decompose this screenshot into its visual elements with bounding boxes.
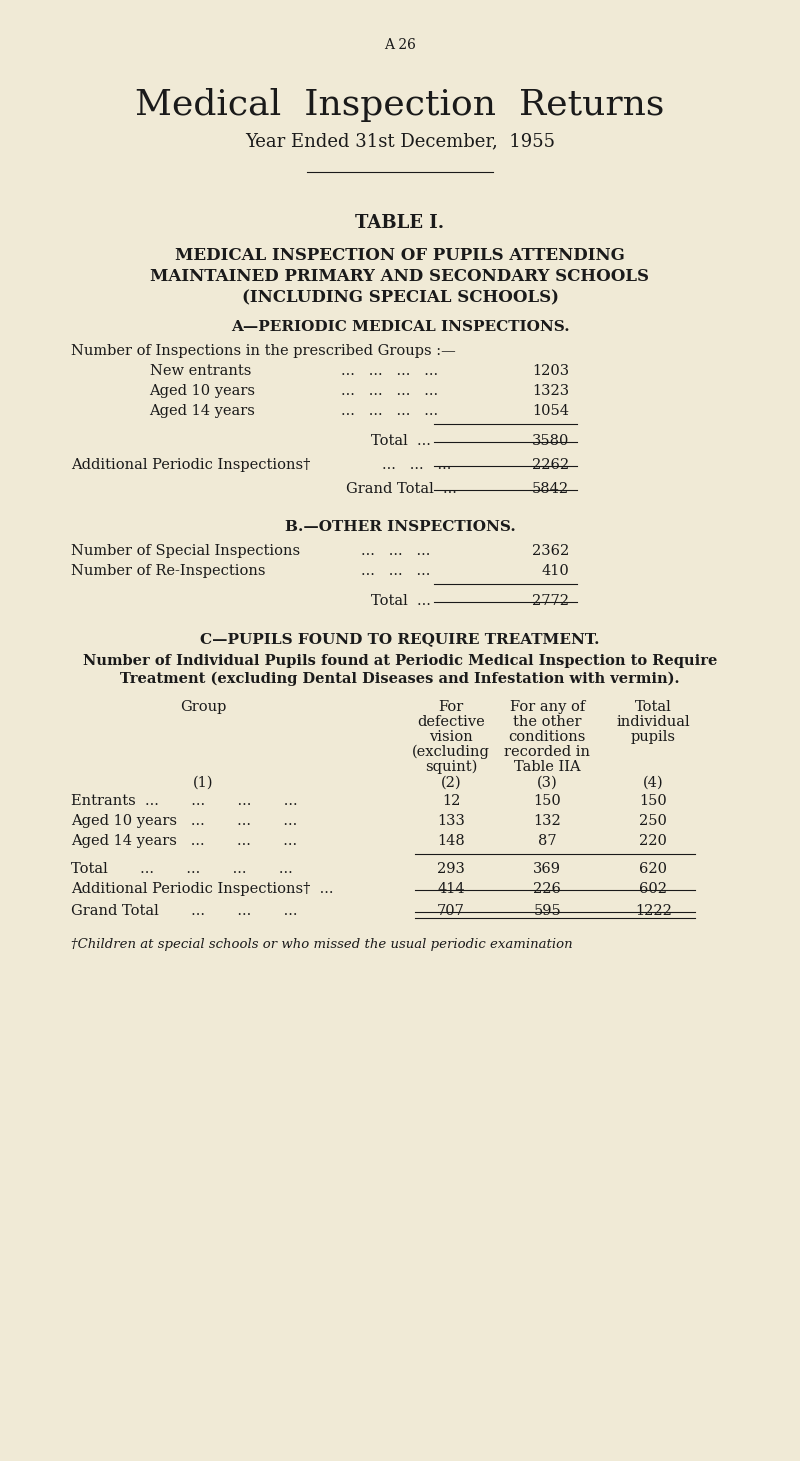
Text: C—PUPILS FOUND TO REQUIRE TREATMENT.: C—PUPILS FOUND TO REQUIRE TREATMENT. (200, 633, 600, 646)
Text: 150: 150 (534, 793, 561, 808)
Text: pupils: pupils (631, 730, 676, 744)
Text: Additional Periodic Inspections†: Additional Periodic Inspections† (71, 457, 310, 472)
Text: 132: 132 (534, 814, 561, 828)
Text: (1): (1) (194, 776, 214, 790)
Text: 1203: 1203 (532, 364, 569, 378)
Text: 602: 602 (639, 882, 667, 896)
Text: For: For (438, 700, 464, 714)
Text: 87: 87 (538, 834, 557, 847)
Text: (3): (3) (537, 776, 558, 790)
Text: 3580: 3580 (531, 434, 569, 449)
Text: †Children at special schools or who missed the usual periodic examination: †Children at special schools or who miss… (71, 938, 573, 951)
Text: 1222: 1222 (635, 904, 672, 918)
Text: ...   ...   ...: ... ... ... (361, 543, 430, 558)
Text: Total       ...       ...       ...       ...: Total ... ... ... ... (71, 862, 293, 877)
Text: 1323: 1323 (532, 384, 569, 397)
Text: 133: 133 (437, 814, 465, 828)
Text: Entrants  ...       ...       ...       ...: Entrants ... ... ... ... (71, 793, 298, 808)
Text: ...   ...   ...: ... ... ... (361, 564, 430, 579)
Text: A 26: A 26 (384, 38, 416, 53)
Text: ...   ...   ...   ...: ... ... ... ... (341, 384, 438, 397)
Text: 620: 620 (639, 862, 667, 877)
Text: Treatment (excluding Dental Diseases and Infestation with vermin).: Treatment (excluding Dental Diseases and… (120, 672, 680, 687)
Text: Total  ...: Total ... (370, 434, 430, 449)
Text: ...   ...   ...   ...: ... ... ... ... (341, 364, 438, 378)
Text: 250: 250 (639, 814, 667, 828)
Text: For any of: For any of (510, 700, 585, 714)
Text: Grand Total       ...       ...       ...: Grand Total ... ... ... (71, 904, 298, 918)
Text: Grand Total  ...: Grand Total ... (346, 482, 457, 495)
Text: B.—OTHER INSPECTIONS.: B.—OTHER INSPECTIONS. (285, 520, 515, 535)
Text: (2): (2) (441, 776, 462, 790)
Text: (INCLUDING SPECIAL SCHOOLS): (INCLUDING SPECIAL SCHOOLS) (242, 289, 558, 305)
Text: ...   ...   ...   ...: ... ... ... ... (341, 405, 438, 418)
Text: 595: 595 (534, 904, 561, 918)
Text: Aged 14 years   ...       ...       ...: Aged 14 years ... ... ... (71, 834, 297, 847)
Text: 707: 707 (437, 904, 465, 918)
Text: Total: Total (635, 700, 672, 714)
Text: TABLE I.: TABLE I. (355, 213, 445, 232)
Text: Number of Re-Inspections: Number of Re-Inspections (71, 564, 266, 579)
Text: 2362: 2362 (532, 543, 569, 558)
Text: Aged 10 years   ...       ...       ...: Aged 10 years ... ... ... (71, 814, 298, 828)
Text: ...   ...   ...: ... ... ... (382, 457, 452, 472)
Text: Aged 14 years: Aged 14 years (150, 405, 255, 418)
Text: Additional Periodic Inspections†  ...: Additional Periodic Inspections† ... (71, 882, 334, 896)
Text: 2772: 2772 (532, 595, 569, 608)
Text: 1054: 1054 (532, 405, 569, 418)
Text: recorded in: recorded in (504, 745, 590, 760)
Text: Aged 10 years: Aged 10 years (150, 384, 255, 397)
Text: Number of Inspections in the prescribed Groups :—: Number of Inspections in the prescribed … (71, 343, 456, 358)
Text: A—PERIODIC MEDICAL INSPECTIONS.: A—PERIODIC MEDICAL INSPECTIONS. (230, 320, 570, 335)
Text: 414: 414 (438, 882, 465, 896)
Text: squint): squint) (425, 760, 478, 774)
Text: 226: 226 (534, 882, 562, 896)
Text: 150: 150 (639, 793, 667, 808)
Text: MEDICAL INSPECTION OF PUPILS ATTENDING: MEDICAL INSPECTION OF PUPILS ATTENDING (175, 247, 625, 264)
Text: Medical  Inspection  Returns: Medical Inspection Returns (135, 88, 665, 123)
Text: the other: the other (513, 714, 582, 729)
Text: Number of Individual Pupils found at Periodic Medical Inspection to Require: Number of Individual Pupils found at Per… (83, 655, 717, 668)
Text: conditions: conditions (509, 730, 586, 744)
Text: 369: 369 (534, 862, 562, 877)
Text: (4): (4) (643, 776, 664, 790)
Text: Table IIA: Table IIA (514, 760, 581, 774)
Text: 410: 410 (541, 564, 569, 579)
Text: defective: defective (417, 714, 485, 729)
Text: individual: individual (617, 714, 690, 729)
Text: 148: 148 (437, 834, 465, 847)
Text: New entrants: New entrants (150, 364, 251, 378)
Text: 293: 293 (437, 862, 465, 877)
Text: Number of Special Inspections: Number of Special Inspections (71, 543, 300, 558)
Text: Group: Group (181, 700, 226, 714)
Text: MAINTAINED PRIMARY AND SECONDARY SCHOOLS: MAINTAINED PRIMARY AND SECONDARY SCHOOLS (150, 267, 650, 285)
Text: 220: 220 (639, 834, 667, 847)
Text: 5842: 5842 (532, 482, 569, 495)
Text: 12: 12 (442, 793, 460, 808)
Text: (excluding: (excluding (412, 745, 490, 760)
Text: 2262: 2262 (532, 457, 569, 472)
Text: vision: vision (429, 730, 473, 744)
Text: Total  ...: Total ... (370, 595, 430, 608)
Text: Year Ended 31st December,  1955: Year Ended 31st December, 1955 (245, 131, 555, 150)
